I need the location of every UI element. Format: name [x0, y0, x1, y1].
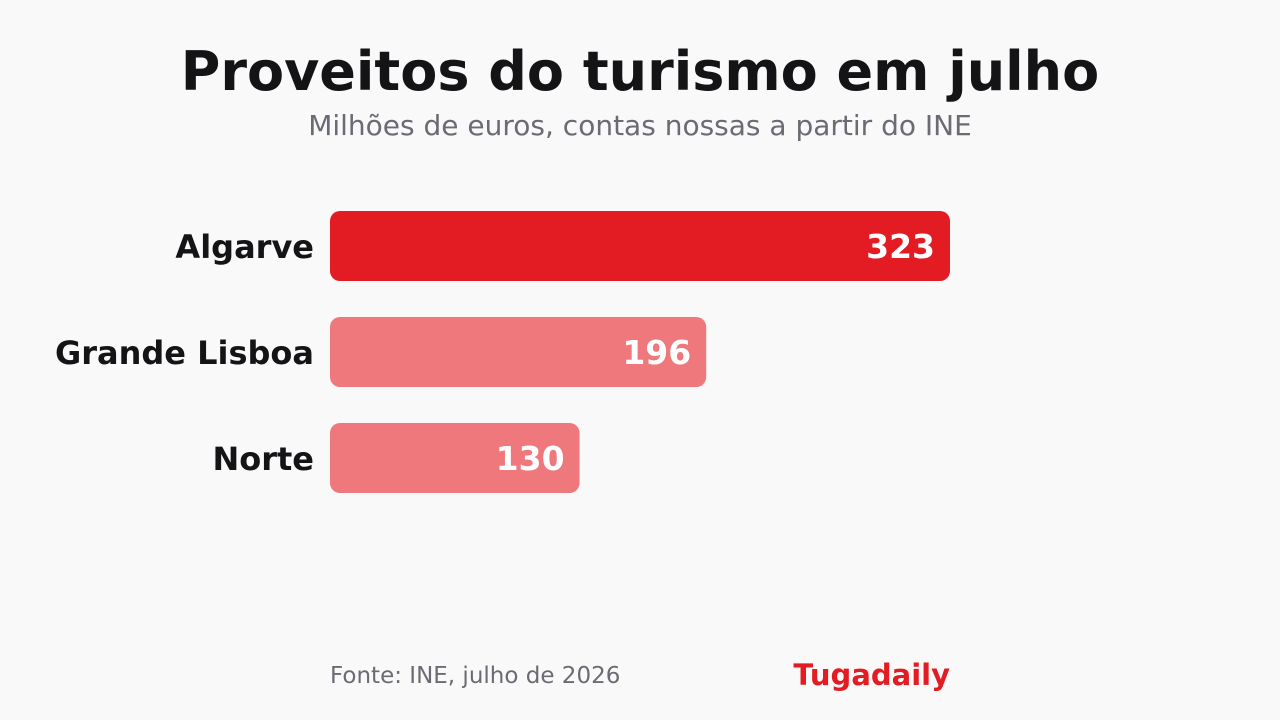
- value-label: 323: [866, 227, 935, 266]
- source-note: Fonte: INE, julho de 2026: [330, 663, 620, 689]
- bar-grande-lisboa: [330, 317, 707, 387]
- bar-group: Algarve 323 Grande Lisboa 196 Norte 130: [55, 211, 950, 493]
- value-label: 130: [496, 439, 565, 478]
- value-label: 196: [622, 333, 691, 372]
- chart-title: Proveitos do turismo em julho: [181, 40, 1099, 103]
- bar-norte: [330, 423, 580, 493]
- category-label: Algarve: [175, 228, 314, 266]
- category-label: Grande Lisboa: [55, 334, 314, 372]
- chart-subtitle: Milhões de euros, contas nossas a partir…: [308, 109, 972, 142]
- category-label: Norte: [212, 440, 314, 478]
- brand-logo: Tugadaily: [793, 658, 950, 692]
- bar-algarve: [330, 211, 950, 281]
